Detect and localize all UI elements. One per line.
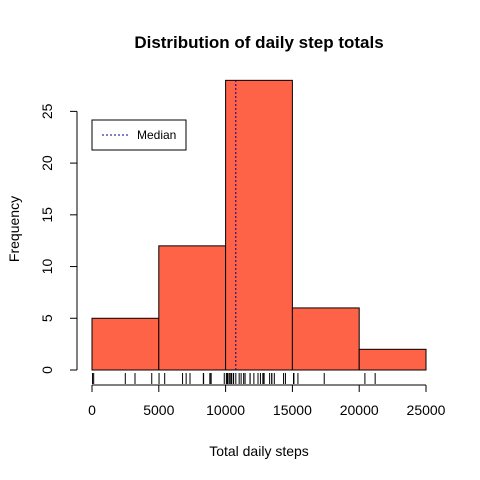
bar-4: [358, 348, 427, 371]
y-tick-label-2: 10: [39, 259, 55, 275]
x-tick-label-2: 10000: [206, 402, 245, 418]
rug-marks: [92, 373, 376, 384]
bars-group: [91, 79, 427, 371]
legend-median-label: Median: [137, 128, 176, 142]
bar-0: [91, 317, 160, 371]
y-tick-label-0: 0: [39, 366, 55, 374]
x-tick-label-0: 0: [88, 402, 96, 418]
bar-2: [225, 79, 293, 371]
y-tick-label-3: 15: [39, 207, 55, 223]
y-tick-label-4: 20: [39, 155, 55, 171]
chart-title: Distribution of daily step totals: [134, 33, 383, 52]
x-tick-label-3: 15000: [273, 402, 312, 418]
x-axis: 0 5000 10000 15000 20000 25000: [88, 384, 446, 418]
x-tick-label-1: 5000: [143, 402, 174, 418]
bar-1: [158, 245, 227, 371]
y-tick-label-5: 25: [39, 103, 55, 119]
y-tick-label-1: 5: [39, 314, 55, 322]
bar-3: [291, 307, 360, 371]
y-axis-label: Frequency: [6, 196, 22, 262]
y-axis: 0 5 10 15 20 25: [39, 103, 78, 374]
legend: Median: [91, 119, 187, 151]
x-tick-label-4: 20000: [340, 402, 379, 418]
x-tick-label-5: 25000: [407, 402, 446, 418]
x-axis-label: Total daily steps: [209, 443, 309, 459]
